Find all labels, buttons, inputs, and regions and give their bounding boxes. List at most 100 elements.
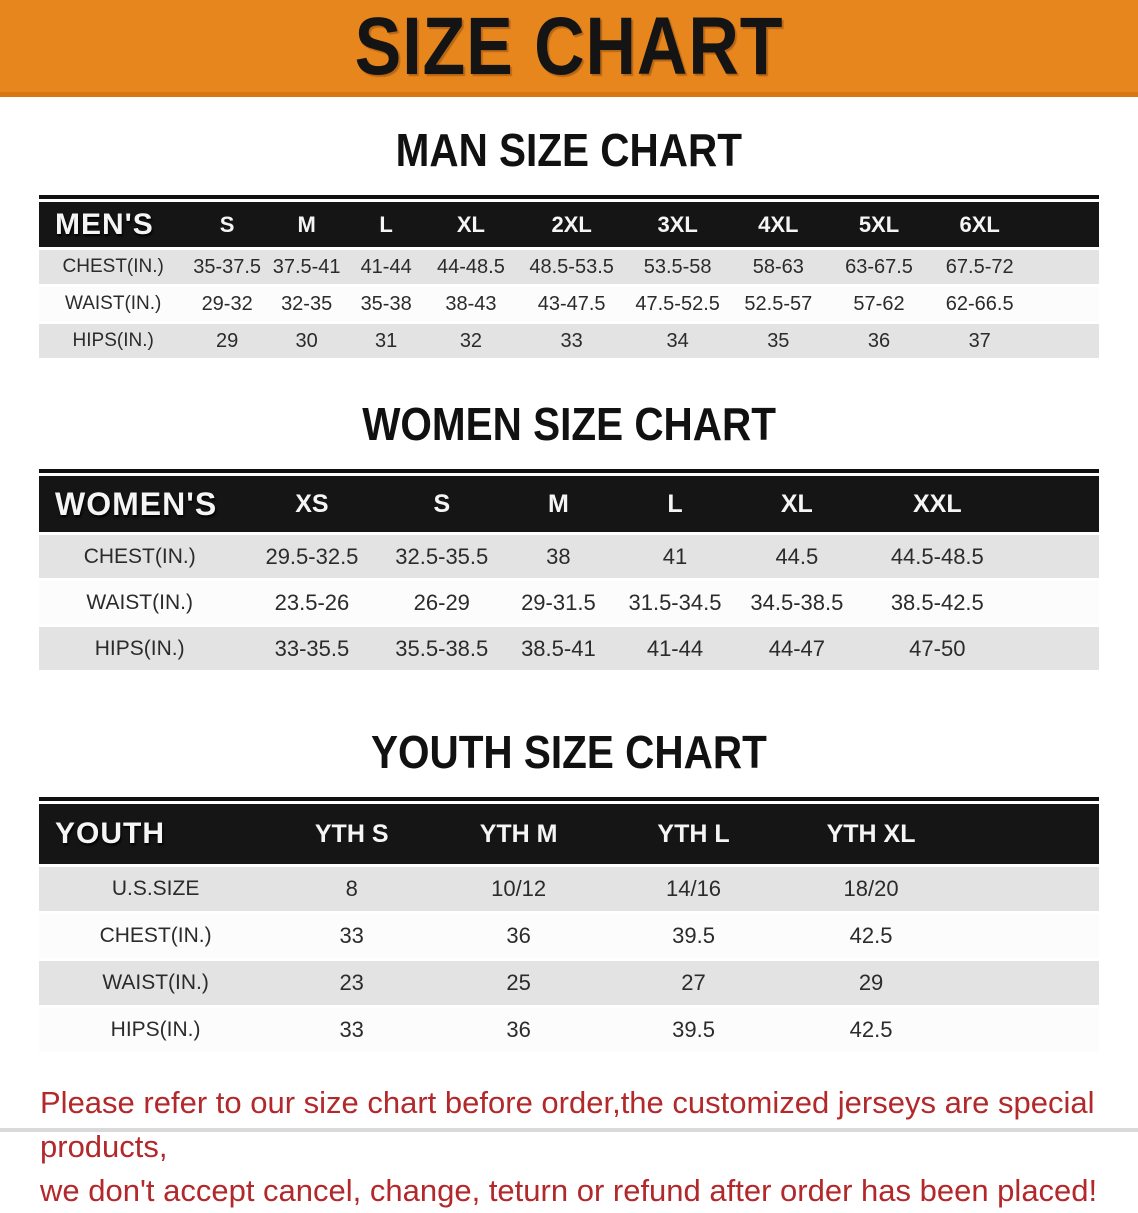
men-header-row: MEN'S S M L XL 2XL 3XL 4XL 5XL 6XL: [39, 202, 1099, 247]
women-chest-xl: 44.5: [733, 535, 861, 578]
youth-table-topline: [39, 797, 1099, 801]
women-waist-s: 26-29: [383, 581, 501, 624]
youth-waist-m: 25: [431, 961, 607, 1005]
men-col-3xl: 3XL: [627, 202, 728, 247]
men-chest-m: 37.5-41: [266, 250, 347, 284]
youth-section-heading: YOUTH SIZE CHART: [0, 725, 1138, 779]
men-hips-2xl: 33: [515, 324, 628, 358]
men-waist-row: WAIST(IN.) 29-32 32-35 35-38 38-43 43-47…: [39, 287, 1099, 321]
men-waist-s: 29-32: [187, 287, 267, 321]
youth-hips-s: 33: [272, 1008, 432, 1052]
men-col-l: L: [346, 202, 426, 247]
youth-chest-xl: 42.5: [780, 914, 962, 958]
women-hips-l: 41-44: [616, 627, 734, 670]
youth-header-row: YOUTH YTH S YTH M YTH L YTH XL: [39, 804, 1099, 864]
men-waist-label: WAIST(IN.): [39, 287, 188, 321]
men-size-table-wrap: MEN'S S M L XL 2XL 3XL 4XL 5XL 6XL CHEST…: [39, 195, 1099, 361]
men-col-spacer: [1030, 202, 1099, 247]
women-chest-xs: 29.5-32.5: [240, 535, 384, 578]
men-waist-6xl: 62-66.5: [929, 287, 1031, 321]
men-hips-label: HIPS(IN.): [39, 324, 188, 358]
men-col-2xl: 2XL: [515, 202, 628, 247]
youth-chest-l: 39.5: [606, 914, 781, 958]
women-heading-text: WOMEN SIZE CHART: [362, 398, 776, 450]
disclaimer-line-1: Please refer to our size chart before or…: [40, 1085, 1095, 1164]
disclaimer-text: Please refer to our size chart before or…: [40, 1081, 1138, 1213]
youth-hips-label: HIPS(IN.): [39, 1008, 273, 1052]
men-chest-6xl: 67.5-72: [929, 250, 1031, 284]
men-waist-3xl: 47.5-52.5: [627, 287, 728, 321]
men-chest-s: 35-37.5: [187, 250, 267, 284]
women-hips-xxl: 47-50: [860, 627, 1015, 670]
women-col-l: L: [616, 476, 734, 532]
women-table-topline: [39, 469, 1099, 473]
youth-col-spacer: [961, 804, 1099, 864]
women-waist-l: 31.5-34.5: [616, 581, 734, 624]
women-chest-label: CHEST(IN.): [39, 535, 241, 578]
youth-hips-row: HIPS(IN.) 33 36 39.5 42.5: [39, 1008, 1099, 1052]
youth-waist-row: WAIST(IN.) 23 25 27 29: [39, 961, 1099, 1005]
women-chest-row: CHEST(IN.) 29.5-32.5 32.5-35.5 38 41 44.…: [39, 535, 1099, 578]
men-col-xl: XL: [425, 202, 516, 247]
men-chest-3xl: 53.5-58: [627, 250, 728, 284]
men-size-table: MEN'S S M L XL 2XL 3XL 4XL 5XL 6XL CHEST…: [39, 199, 1099, 361]
men-chest-2xl: 48.5-53.5: [515, 250, 628, 284]
youth-col-l: YTH L: [606, 804, 781, 864]
youth-size-table: YOUTH YTH S YTH M YTH L YTH XL U.S.SIZE …: [39, 801, 1099, 1055]
women-waist-label: WAIST(IN.): [39, 581, 241, 624]
women-col-spacer: [1014, 476, 1099, 532]
men-chest-4xl: 58-63: [727, 250, 829, 284]
youth-col-xl: YTH XL: [780, 804, 962, 864]
men-hips-row: HIPS(IN.) 29 30 31 32 33 34 35 36 37: [39, 324, 1099, 358]
youth-ussize-m: 10/12: [431, 867, 607, 911]
youth-waist-label: WAIST(IN.): [39, 961, 273, 1005]
women-col-xxl: XXL: [860, 476, 1015, 532]
youth-col-m: YTH M: [431, 804, 607, 864]
women-hips-xs: 33-35.5: [240, 627, 384, 670]
men-hips-xl: 32: [425, 324, 516, 358]
youth-ussize-label: U.S.SIZE: [39, 867, 273, 911]
youth-hips-xl: 42.5: [780, 1008, 962, 1052]
men-chest-5xl: 63-67.5: [828, 250, 930, 284]
youth-hips-l: 39.5: [606, 1008, 781, 1052]
women-col-xl: XL: [733, 476, 861, 532]
women-header-row: WOMEN'S XS S M L XL XXL: [39, 476, 1099, 532]
men-heading-text: MAN SIZE CHART: [395, 124, 743, 176]
men-corner-label: MEN'S: [39, 202, 188, 247]
men-col-m: M: [266, 202, 347, 247]
men-waist-xl: 38-43: [425, 287, 516, 321]
youth-waist-s: 23: [272, 961, 432, 1005]
youth-size-table-wrap: YOUTH YTH S YTH M YTH L YTH XL U.S.SIZE …: [39, 797, 1099, 1055]
men-col-5xl: 5XL: [828, 202, 930, 247]
men-hips-5xl: 36: [828, 324, 930, 358]
youth-waist-l: 27: [606, 961, 781, 1005]
women-waist-xl: 34.5-38.5: [733, 581, 861, 624]
men-col-s: S: [187, 202, 267, 247]
youth-hips-m: 36: [431, 1008, 607, 1052]
men-chest-label: CHEST(IN.): [39, 250, 188, 284]
youth-chest-m: 36: [431, 914, 607, 958]
youth-waist-xl: 29: [780, 961, 962, 1005]
women-col-xs: XS: [240, 476, 384, 532]
women-col-s: S: [383, 476, 501, 532]
disclaimer-line-2: we don't accept cancel, change, teturn o…: [40, 1173, 1098, 1208]
men-chest-row: CHEST(IN.) 35-37.5 37.5-41 41-44 44-48.5…: [39, 250, 1099, 284]
men-col-4xl: 4XL: [727, 202, 829, 247]
women-chest-s: 32.5-35.5: [383, 535, 501, 578]
women-chest-xxl: 44.5-48.5: [860, 535, 1015, 578]
women-hips-label: HIPS(IN.): [39, 627, 241, 670]
men-col-6xl: 6XL: [929, 202, 1031, 247]
women-waist-row: WAIST(IN.) 23.5-26 26-29 29-31.5 31.5-34…: [39, 581, 1099, 624]
men-hips-m: 30: [266, 324, 347, 358]
youth-corner-label: YOUTH: [39, 804, 273, 864]
bottom-divider: [0, 1128, 1138, 1132]
youth-ussize-row: U.S.SIZE 8 10/12 14/16 18/20: [39, 867, 1099, 911]
men-table-topline: [39, 195, 1099, 199]
men-hips-3xl: 34: [627, 324, 728, 358]
women-size-table: WOMEN'S XS S M L XL XXL CHEST(IN.) 29.5-…: [39, 473, 1099, 673]
women-hips-m: 38.5-41: [500, 627, 617, 670]
women-waist-m: 29-31.5: [500, 581, 617, 624]
women-corner-label: WOMEN'S: [39, 476, 241, 532]
women-chest-l: 41: [616, 535, 734, 578]
women-waist-xxl: 38.5-42.5: [860, 581, 1015, 624]
